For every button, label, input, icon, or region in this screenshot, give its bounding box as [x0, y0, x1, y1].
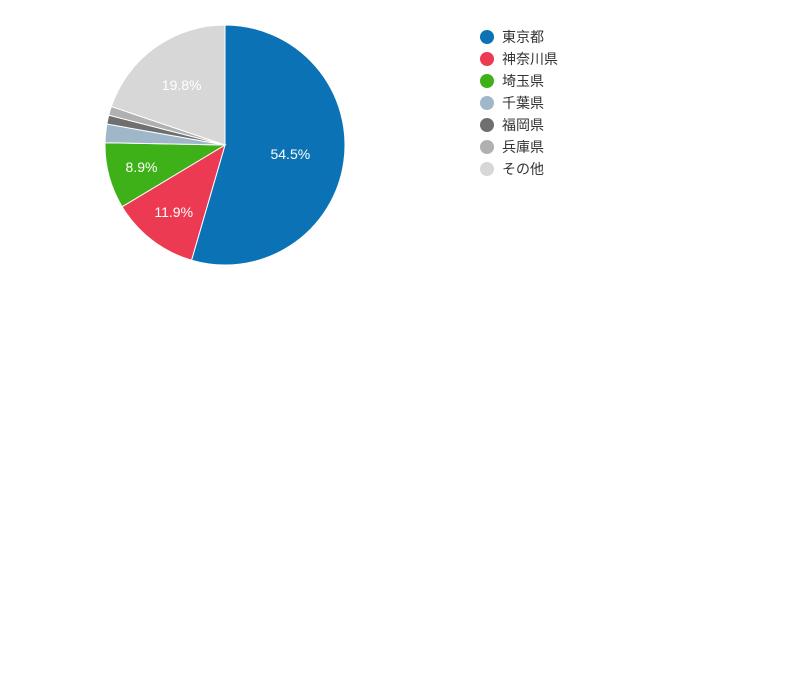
- legend-item: 埼玉県: [480, 74, 558, 88]
- legend-swatch: [480, 52, 494, 66]
- legend-swatch: [480, 140, 494, 154]
- legend-item: 千葉県: [480, 96, 558, 110]
- legend-item: その他: [480, 162, 558, 176]
- legend-label: その他: [502, 162, 544, 176]
- pie-chart: 54.5%11.9%8.9%19.8%: [103, 23, 347, 267]
- legend: 東京都神奈川県埼玉県千葉県福岡県兵庫県その他: [480, 30, 558, 184]
- legend-label: 千葉県: [502, 96, 544, 110]
- legend-item: 福岡県: [480, 118, 558, 132]
- legend-label: 埼玉県: [502, 74, 544, 88]
- legend-item: 東京都: [480, 30, 558, 44]
- legend-swatch: [480, 30, 494, 44]
- legend-label: 神奈川県: [502, 52, 558, 66]
- legend-swatch: [480, 118, 494, 132]
- legend-item: 兵庫県: [480, 140, 558, 154]
- legend-item: 神奈川県: [480, 52, 558, 66]
- legend-swatch: [480, 162, 494, 176]
- chart-canvas: 54.5%11.9%8.9%19.8% 東京都神奈川県埼玉県千葉県福岡県兵庫県そ…: [0, 0, 792, 700]
- legend-label: 兵庫県: [502, 140, 544, 154]
- legend-swatch: [480, 74, 494, 88]
- legend-label: 福岡県: [502, 118, 544, 132]
- legend-label: 東京都: [502, 30, 544, 44]
- legend-swatch: [480, 96, 494, 110]
- pie-svg: [103, 23, 347, 267]
